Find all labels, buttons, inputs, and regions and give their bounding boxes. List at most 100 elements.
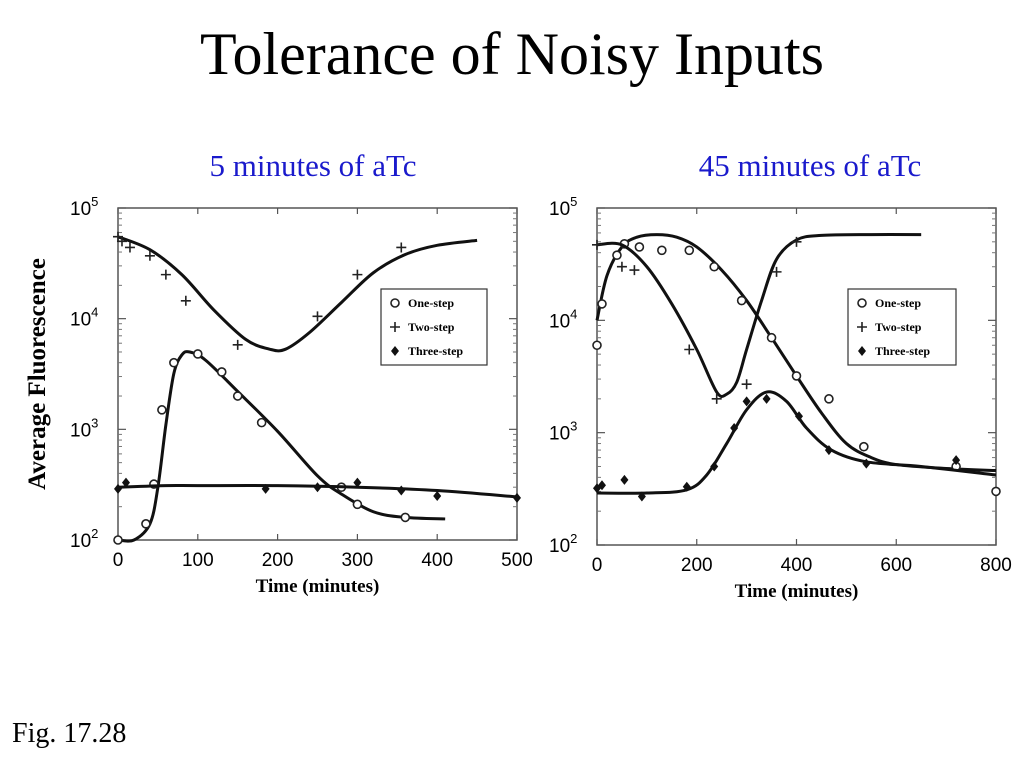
legend: One-step Two-step Three-step (847, 288, 957, 366)
series-three-step (593, 390, 997, 502)
y-tick-label: 102 (549, 531, 577, 557)
data-point (766, 332, 777, 343)
data-point (256, 417, 267, 428)
data-point (157, 405, 167, 415)
data-point (113, 535, 123, 545)
y-tick-label: 103 (549, 419, 577, 445)
data-point (313, 482, 322, 493)
data-point (513, 492, 521, 503)
data-point (730, 423, 739, 434)
data-point (952, 455, 961, 466)
data-point (771, 266, 782, 277)
series-two-step (592, 233, 922, 404)
data-point (629, 265, 640, 276)
x-tick-label: 300 (342, 550, 374, 571)
data-point (232, 391, 243, 401)
data-point (141, 519, 151, 529)
data-point (397, 485, 406, 496)
series-one-step (592, 233, 1001, 497)
legend-label: Two-step (408, 320, 455, 334)
data-point (353, 477, 362, 488)
x-axis-label: Time (minutes) (735, 581, 859, 602)
y-tick-label: 103 (70, 415, 98, 441)
data-point (400, 512, 411, 523)
data-point (682, 481, 691, 492)
left-chart-title: 5 minutes of aTc (209, 148, 417, 183)
x-tick-label: 0 (592, 555, 603, 576)
data-point (144, 250, 155, 261)
figure-caption: Fig. 17.28 (12, 718, 127, 749)
legend-marker (858, 346, 866, 356)
right-chart-title: 45 minutes of aTc (698, 148, 922, 183)
data-point (216, 367, 227, 377)
legend-marker (857, 322, 867, 332)
slide-title: Tolerance of Noisy Inputs (200, 21, 824, 87)
data-point (862, 458, 871, 469)
data-point (824, 394, 834, 404)
data-point (709, 261, 720, 272)
legend-marker (391, 346, 399, 356)
legend-label: One-step (408, 296, 454, 310)
data-point (592, 340, 602, 351)
data-point (794, 411, 803, 422)
data-point (991, 486, 1001, 497)
data-point (637, 491, 646, 502)
data-point (180, 295, 191, 306)
y-tick-label: 104 (70, 305, 98, 331)
fit-line (117, 484, 518, 499)
data-point (859, 441, 869, 452)
x-tick-label: 600 (880, 555, 912, 576)
data-point (352, 269, 363, 280)
y-tick-label: 104 (549, 306, 577, 332)
data-point (634, 242, 645, 252)
data-point (124, 242, 135, 253)
legend-label: Two-step (875, 320, 922, 334)
data-point (762, 393, 771, 404)
data-point (616, 261, 627, 272)
series-three-step (114, 477, 521, 503)
legend-label: Three-step (875, 344, 930, 358)
data-point (742, 396, 751, 407)
x-tick-label: 400 (781, 555, 813, 576)
data-point (791, 371, 802, 381)
x-axis-label: Time (minutes) (256, 576, 380, 597)
y-tick-label: 102 (70, 526, 98, 552)
data-point (116, 236, 127, 247)
x-tick-label: 0 (113, 550, 124, 571)
data-point (711, 393, 722, 404)
legend-label: Three-step (408, 344, 463, 358)
x-tick-label: 200 (681, 555, 713, 576)
data-point (312, 311, 323, 322)
legend: One-step Two-step Three-step (380, 288, 488, 366)
data-point (741, 379, 752, 390)
fit-line (595, 233, 997, 473)
data-point (169, 357, 179, 368)
data-point (352, 499, 363, 510)
data-point (261, 483, 270, 494)
x-tick-label: 200 (262, 550, 294, 571)
data-point (121, 477, 130, 488)
data-point (620, 474, 629, 485)
fit-line (596, 233, 922, 399)
series-two-step (113, 231, 478, 353)
y-tick-label: 105 (70, 194, 98, 220)
data-point (597, 299, 607, 309)
data-point (597, 480, 606, 491)
chart-2: 0 200 400 600 800 102 103 104 105 Time (minutes) O… (549, 194, 1012, 602)
data-point (684, 245, 695, 256)
data-point (710, 461, 719, 472)
data-point (612, 250, 622, 261)
y-tick-label: 105 (549, 194, 577, 220)
data-point (114, 483, 122, 494)
data-point (736, 295, 747, 306)
chart-1: 0 100 200 300 400 500 102 103 104 105 Time (minute… (70, 194, 533, 597)
x-tick-label: 100 (182, 550, 214, 571)
legend-label: One-step (875, 296, 921, 310)
data-point (232, 339, 243, 350)
data-point (657, 245, 667, 256)
data-point (592, 239, 602, 250)
x-tick-label: 800 (980, 555, 1012, 576)
data-point (684, 344, 695, 355)
data-point (824, 445, 833, 456)
